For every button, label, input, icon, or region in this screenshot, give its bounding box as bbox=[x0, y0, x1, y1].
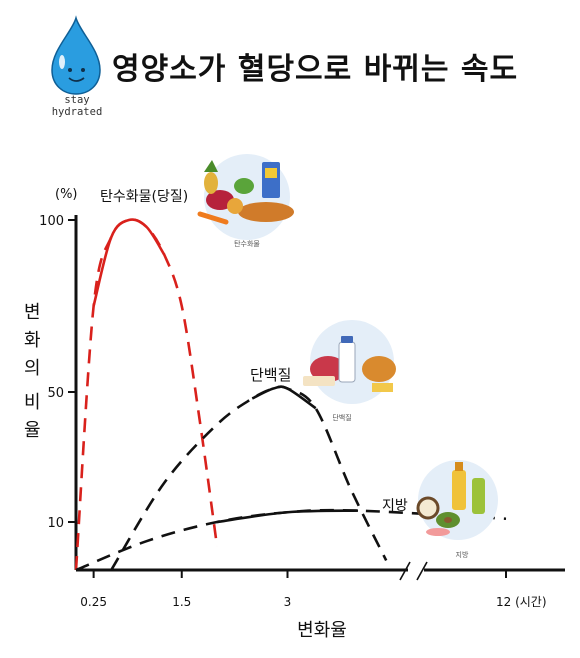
cereal-label bbox=[265, 168, 277, 178]
brand-caption: stay hydrated bbox=[48, 94, 106, 118]
axis-break-mark bbox=[416, 561, 428, 581]
fat-series-label: 지방 bbox=[382, 498, 408, 514]
carrot bbox=[197, 211, 229, 225]
brand-line-2: hydrated bbox=[51, 106, 103, 118]
y-tick-label: 50 bbox=[47, 386, 64, 401]
page-title: 영양소가 혈당으로 바뀌는 속도 bbox=[112, 52, 519, 87]
carbohydrate-series-label: 탄수화물(당질) bbox=[100, 189, 188, 205]
roast-chicken bbox=[362, 356, 396, 382]
fat-food-icon bbox=[416, 460, 498, 540]
carbohydrate-line-solid bbox=[92, 218, 166, 307]
y-tick-label: 10 bbox=[47, 516, 64, 531]
protein-food-icon bbox=[303, 320, 396, 404]
fat-icon-caption: 지방 bbox=[456, 550, 469, 559]
bread bbox=[238, 202, 294, 222]
x-tick-label: 1.5 bbox=[172, 595, 191, 609]
carbohydrate-line bbox=[74, 218, 219, 571]
x-tick-label: 0.25 bbox=[80, 595, 107, 609]
coconut bbox=[416, 496, 440, 520]
y-tick-label: 100 bbox=[39, 214, 64, 229]
pineapple-top bbox=[204, 160, 218, 172]
avocado-pit bbox=[444, 517, 452, 523]
olive-oil-bottle bbox=[472, 478, 485, 514]
brand-line-1: stay bbox=[64, 94, 90, 106]
x-tick-label: 12 (시간) bbox=[496, 595, 547, 609]
pineapple bbox=[204, 172, 218, 194]
milk-bottle bbox=[338, 341, 356, 383]
y-unit-label: (%) bbox=[55, 187, 78, 202]
bacon bbox=[426, 528, 450, 536]
protein-line-solid bbox=[251, 385, 317, 410]
oil-bottle bbox=[452, 470, 466, 510]
fat-line bbox=[75, 508, 507, 572]
x-tick-label: 3 bbox=[284, 595, 292, 609]
protein-icon-caption: 단백질 bbox=[332, 413, 351, 422]
x-axis-label: 변화율 bbox=[297, 620, 347, 641]
beet bbox=[206, 190, 234, 210]
carbohydrate-food-icon bbox=[197, 154, 294, 240]
greens bbox=[234, 178, 254, 194]
oil-cap bbox=[455, 462, 463, 471]
protein-series-label: 단백질 bbox=[250, 366, 291, 384]
meat bbox=[310, 356, 346, 382]
milk-cap bbox=[341, 336, 353, 343]
egg-tray bbox=[303, 376, 335, 386]
axis-break-mark bbox=[399, 561, 411, 581]
cheese bbox=[372, 383, 393, 392]
potato bbox=[227, 198, 243, 214]
carbohydrate-icon-caption: 탄수화물 bbox=[234, 239, 260, 248]
cereal-box bbox=[262, 162, 280, 198]
